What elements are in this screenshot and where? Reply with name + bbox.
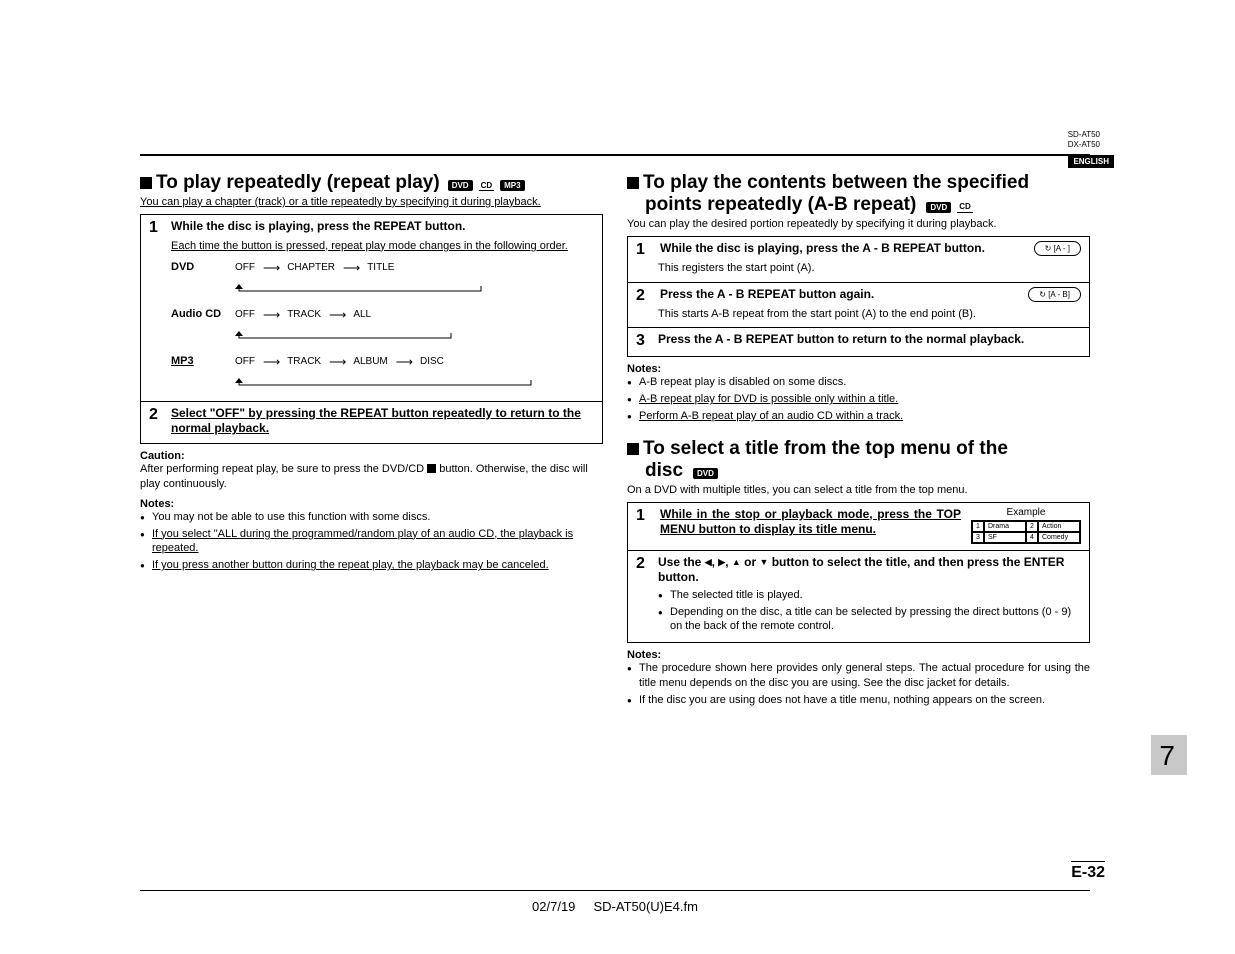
- note-item: A-B repeat play for DVD is possible only…: [627, 392, 1090, 407]
- side-page-number: 7: [1159, 740, 1175, 772]
- repeat-play-title: To play repeatedly (repeat play): [156, 172, 440, 193]
- loop-back-arrow-icon: [231, 333, 531, 343]
- repeat-play-heading: To play repeatedly (repeat play) DVD CD …: [140, 172, 603, 194]
- note-item: If the disc you are using does not have …: [627, 693, 1090, 708]
- step-2-title: Select "OFF" by pressing the REPEAT butt…: [171, 406, 594, 437]
- cd-badge: CD: [479, 181, 495, 191]
- title-step-1-title: While in the stop or playback mode, pres…: [660, 507, 961, 538]
- step-1-body: Each time the button is pressed, repeat …: [171, 239, 594, 395]
- caution-body: After performing repeat play, be sure to…: [140, 462, 603, 492]
- title-menu-intro: On a DVD with multiple titles, you can s…: [627, 484, 1090, 496]
- model-2: DX-AT50: [1068, 140, 1100, 150]
- ab-notes-list: A-B repeat play is disabled on some disc…: [627, 375, 1090, 424]
- footer: 02/7/19 SD-AT50(U)E4.fm: [140, 890, 1090, 914]
- ab-repeat-heading: To play the contents between the specifi…: [627, 172, 1090, 216]
- cd-flow: Audio CD OFF ⟶ TRACK ⟶ ALL: [171, 307, 594, 323]
- step-number: 1: [636, 507, 650, 525]
- square-bullet-icon: [140, 177, 152, 189]
- arrow-right-icon: ⟶: [263, 260, 279, 276]
- left-arrow-icon: ◀: [705, 557, 712, 569]
- title-step-2-bullets: The selected title is played. Depending …: [658, 588, 1081, 635]
- repeat-play-intro: You can play a chapter (track) or a titl…: [140, 196, 603, 208]
- step-number: 1: [149, 219, 163, 237]
- step-number: 3: [636, 332, 650, 350]
- ab-step-3: 3 Press the A - B REPEAT button to retur…: [628, 328, 1089, 356]
- repeat-step-2: 2 Select "OFF" by pressing the REPEAT bu…: [141, 402, 602, 443]
- ab-step-2-body: This starts A-B repeat from the start po…: [658, 307, 1081, 322]
- square-bullet-icon: [627, 443, 639, 455]
- mp3-flow: MP3 OFF ⟶ TRACK ⟶ ALBUM ⟶ DISC: [171, 354, 594, 370]
- example-label: Example: [971, 507, 1081, 518]
- model-1: SD-AT50: [1068, 130, 1100, 140]
- arrow-right-icon: ⟶: [263, 307, 279, 323]
- top-rule: [140, 154, 1090, 156]
- dvd-flow: DVD OFF ⟶ CHAPTER ⟶ TITLE: [171, 260, 594, 276]
- loop-back-arrow-icon: [231, 380, 571, 390]
- language-tab: ENGLISH: [1068, 155, 1114, 168]
- caution-heading: Caution:: [140, 450, 603, 462]
- right-column: To play the contents between the specifi…: [627, 172, 1090, 710]
- ab-badges: DVD CD: [926, 202, 972, 213]
- title-step-2: 2 Use the ◀, ▶, ▲ or ▼ button to select …: [628, 551, 1089, 643]
- dvd-badge: DVD: [693, 468, 718, 479]
- ab-step-2-title: Press the A - B REPEAT button again.: [660, 287, 1018, 303]
- step-number: 2: [636, 555, 650, 573]
- step-number: 2: [149, 406, 163, 424]
- step-number: 1: [636, 241, 650, 259]
- osd-display-ab: ↻ [A - B]: [1028, 287, 1081, 302]
- note-item: Perform A-B repeat play of an audio CD w…: [627, 409, 1090, 424]
- note-item: If you press another button during the r…: [140, 558, 603, 573]
- arrow-right-icon: ⟶: [343, 260, 359, 276]
- arrow-right-icon: ⟶: [329, 307, 345, 323]
- arrow-right-icon: ⟶: [329, 354, 345, 370]
- step-number: 2: [636, 287, 650, 305]
- bullet-item: The selected title is played.: [658, 588, 1081, 603]
- repeat-step-1: 1 While the disc is playing, press the R…: [141, 215, 602, 402]
- title-notes-heading: Notes:: [627, 649, 1090, 661]
- mp3-badge: MP3: [500, 180, 524, 191]
- note-item: The procedure shown here provides only g…: [627, 661, 1090, 691]
- ab-step-1-body: This registers the start point (A).: [658, 261, 1081, 276]
- step-1-title: While the disc is playing, press the REP…: [171, 219, 594, 235]
- note-item: You may not be able to use this function…: [140, 510, 603, 525]
- title-menu-heading: To select a title from the top menu of t…: [627, 438, 1090, 482]
- repeat-play-badges: DVD CD MP3: [448, 180, 525, 191]
- left-column: To play repeatedly (repeat play) DVD CD …: [140, 172, 603, 710]
- arrow-right-icon: ⟶: [263, 354, 279, 370]
- repeat-notes-list: You may not be able to use this function…: [140, 510, 603, 573]
- ab-step-1-title: While the disc is playing, press the A -…: [660, 241, 1024, 257]
- title-menu-steps: 1 While in the stop or playback mode, pr…: [627, 502, 1090, 644]
- stop-icon: [427, 464, 436, 473]
- title-step-2-title: Use the ◀, ▶, ▲ or ▼ button to select th…: [658, 555, 1081, 586]
- footer-file: SD-AT50(U)E4.fm: [593, 899, 698, 914]
- note-item: If you select "ALL during the programmed…: [140, 527, 603, 557]
- dvd-badge: DVD: [448, 180, 473, 191]
- footer-date: 02/7/19: [532, 899, 575, 914]
- example-panel: Example 1 Drama 2 Action 3 SF 4 Comedy: [971, 507, 1081, 544]
- square-bullet-icon: [627, 177, 639, 189]
- example-grid: 1 Drama 2 Action 3 SF 4 Comedy: [971, 520, 1081, 544]
- right-arrow-icon: ▶: [718, 557, 725, 569]
- osd-display-a: ↻ [A - ]: [1034, 241, 1081, 256]
- arrow-right-icon: ⟶: [396, 354, 412, 370]
- title-notes-list: The procedure shown here provides only g…: [627, 661, 1090, 708]
- loop-back-arrow-icon: [231, 286, 531, 296]
- dvd-badge: DVD: [926, 202, 951, 213]
- cd-badge: CD: [957, 202, 973, 212]
- repeat-play-steps: 1 While the disc is playing, press the R…: [140, 214, 603, 444]
- up-arrow-icon: ▲: [732, 557, 741, 569]
- note-item: A-B repeat play is disabled on some disc…: [627, 375, 1090, 390]
- page-number-e: E-32: [1071, 861, 1105, 882]
- ab-notes-heading: Notes:: [627, 363, 1090, 375]
- notes-heading: Notes:: [140, 498, 603, 510]
- ab-intro: You can play the desired portion repeate…: [627, 218, 1090, 230]
- ab-step-2: 2 Press the A - B REPEAT button again. ↻…: [628, 283, 1089, 329]
- ab-step-3-title: Press the A - B REPEAT button to return …: [658, 332, 1081, 348]
- title-step-1: 1 While in the stop or playback mode, pr…: [628, 503, 1089, 551]
- ab-steps: 1 While the disc is playing, press the A…: [627, 236, 1090, 358]
- bullet-item: Depending on the disc, a title can be se…: [658, 605, 1081, 635]
- model-meta: SD-AT50 DX-AT50: [1068, 130, 1100, 149]
- ab-step-1: 1 While the disc is playing, press the A…: [628, 237, 1089, 283]
